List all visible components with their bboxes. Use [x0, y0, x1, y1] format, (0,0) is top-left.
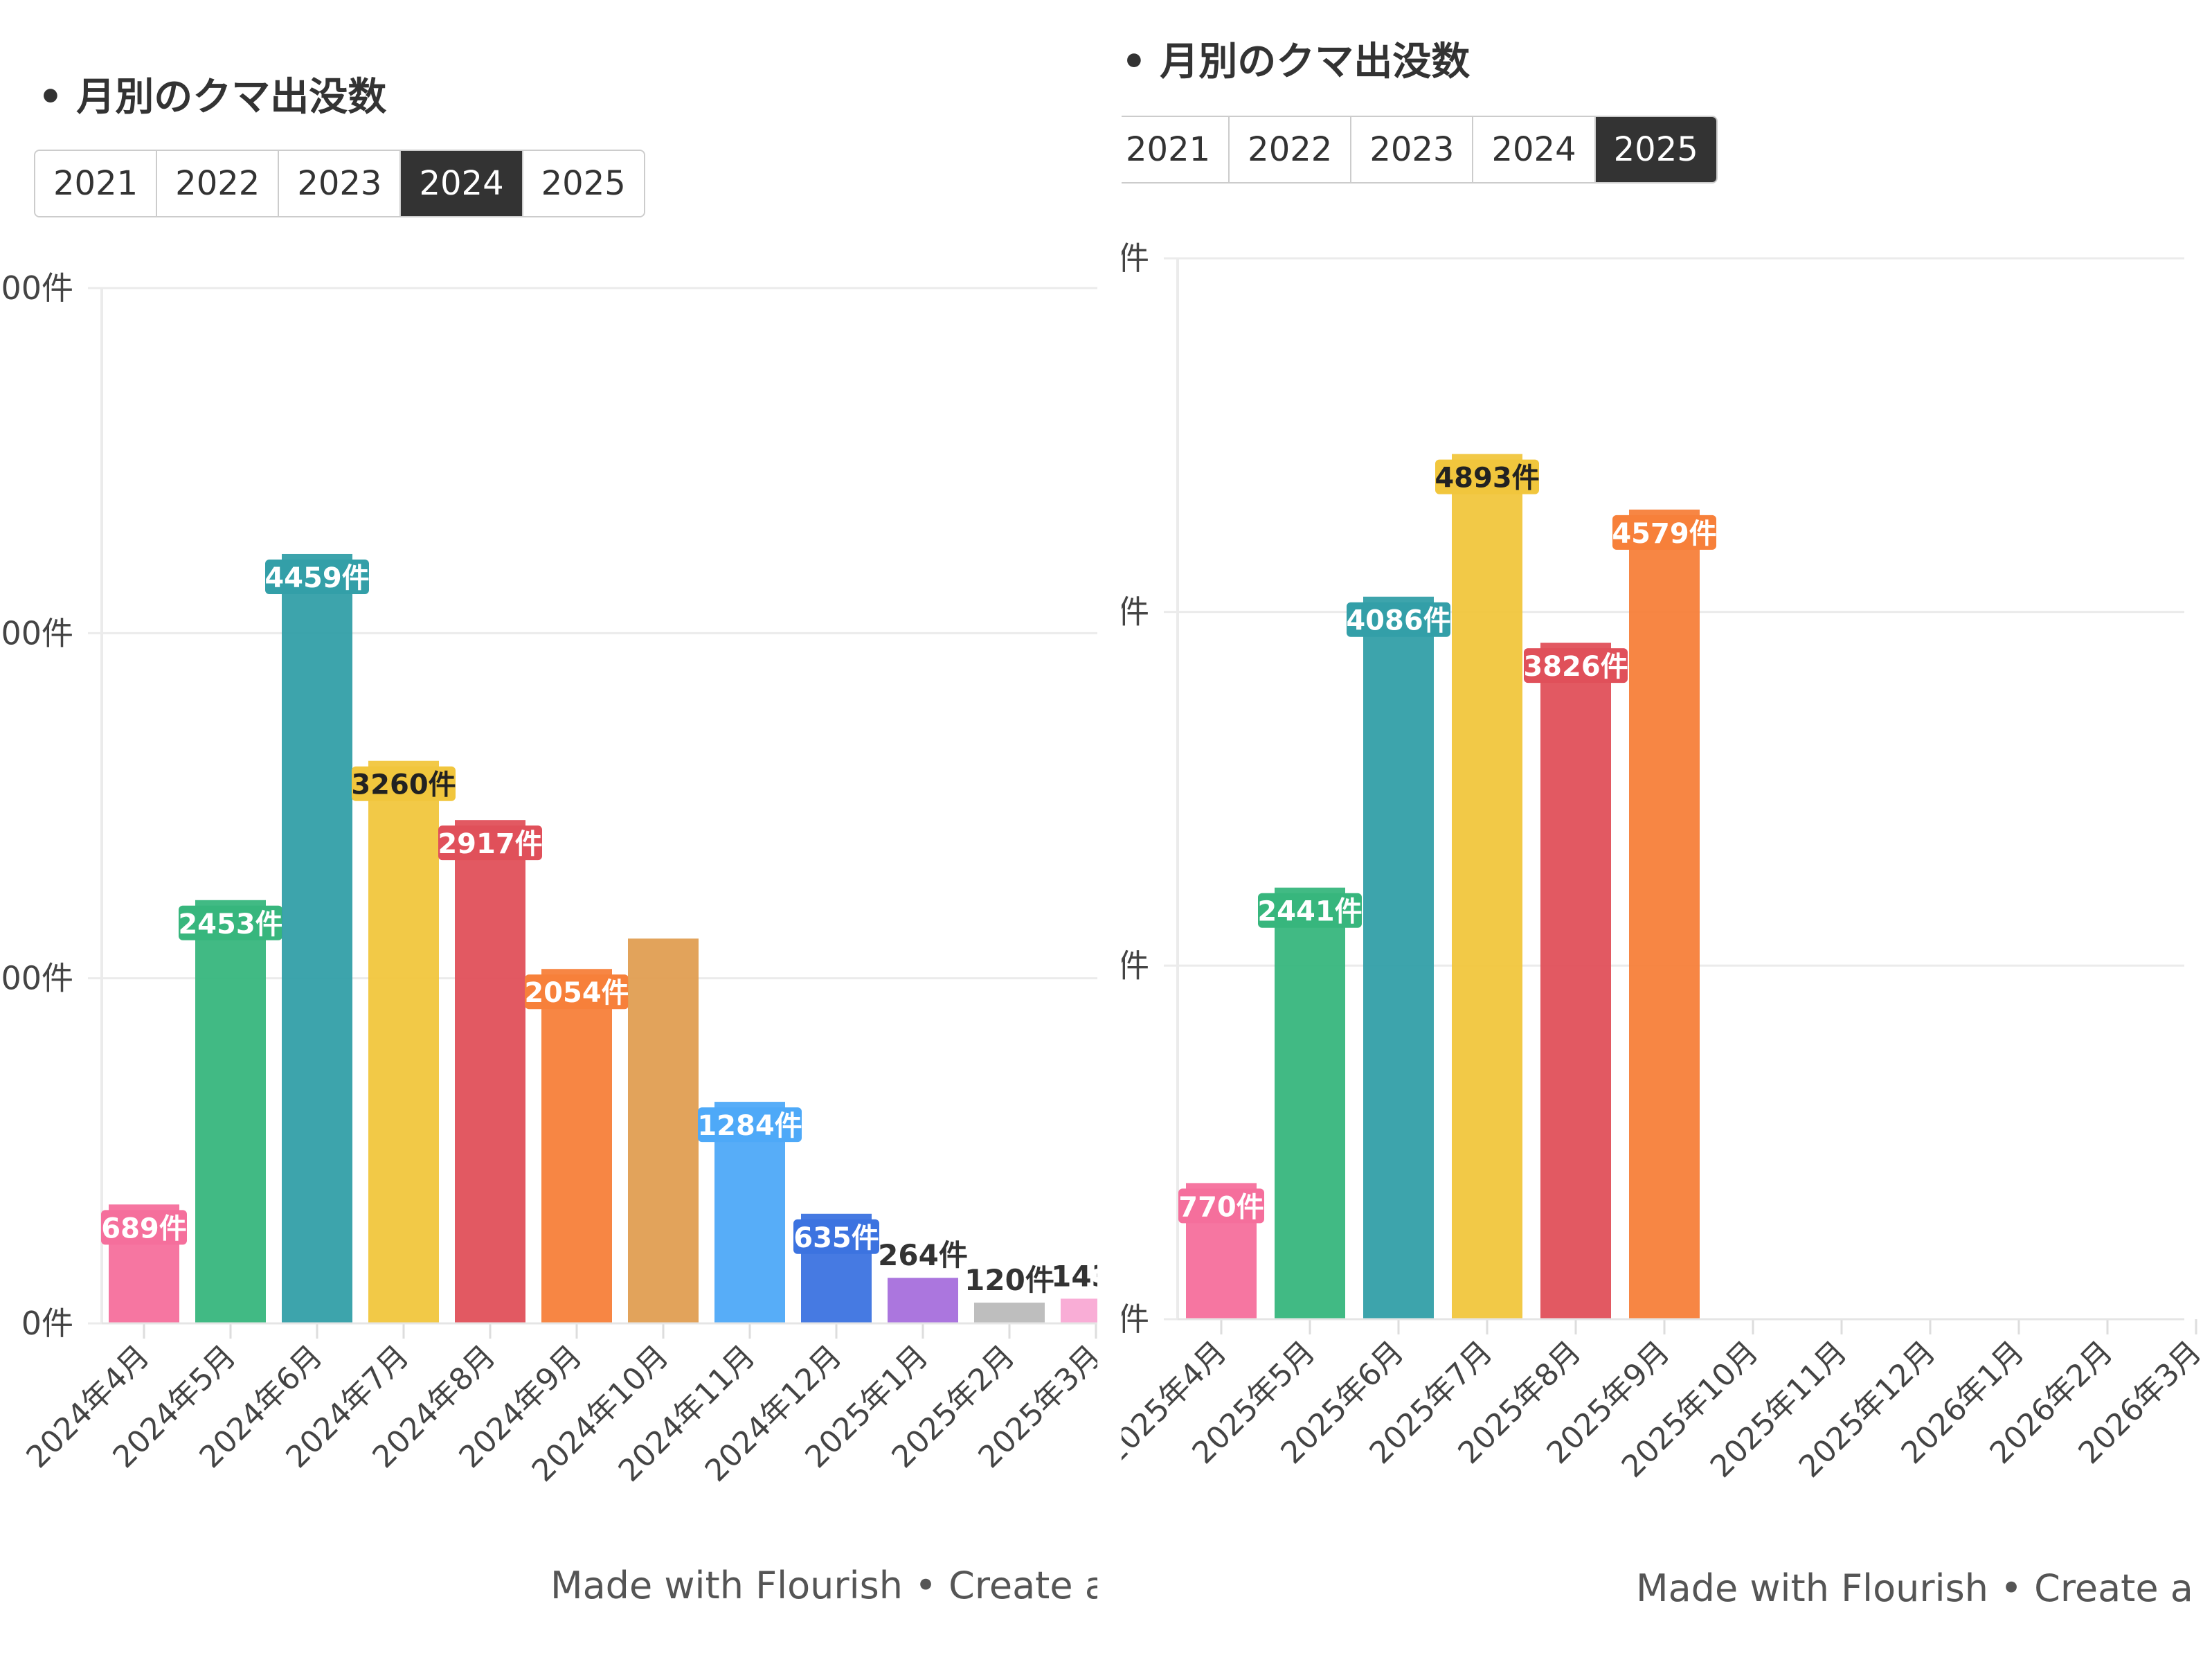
y-tick-label: 4000件 — [0, 614, 73, 652]
data-label: 143件 — [1051, 1259, 1097, 1293]
bar — [1363, 596, 1434, 1319]
y-tick-label: 6000件 — [0, 269, 73, 307]
data-label-background — [1347, 602, 1450, 637]
y-tick-label: 4000件 — [1122, 593, 1149, 631]
data-label: 4579件 — [1612, 518, 1716, 550]
data-label: 4893件 — [1435, 463, 1539, 494]
year-button-2024[interactable]: 2024 — [401, 151, 523, 216]
y-tick-label: 2000件 — [1122, 947, 1149, 984]
data-label-background — [265, 559, 369, 594]
data-label: 1284件 — [697, 1110, 802, 1142]
data-label: 2054件 — [524, 977, 629, 1009]
bar — [1275, 887, 1345, 1319]
bar — [455, 820, 525, 1323]
flourish-footer-link[interactable]: Made with Flourish • Create a c — [550, 1564, 1097, 1607]
data-label: 120件 — [964, 1263, 1054, 1297]
data-label-background — [179, 905, 282, 940]
year-button-2023[interactable]: 2023 — [279, 151, 402, 216]
chart-panel-2024: • 月別のクマ出没数 2021 2022 2023 2024 2025 0件 20… — [0, 0, 1097, 1662]
data-label: 3826件 — [1523, 651, 1628, 683]
data-label-background — [101, 1210, 187, 1245]
year-button-2022[interactable]: 2022 — [1230, 117, 1352, 182]
y-tick-label: 2000件 — [0, 960, 73, 997]
bar — [888, 1278, 958, 1323]
data-label-background — [1612, 515, 1716, 550]
bar — [628, 938, 699, 1323]
y-tick-label: 0件 — [1122, 1301, 1149, 1338]
data-label-background — [1258, 893, 1362, 928]
bar — [1629, 509, 1700, 1320]
data-label: 689件 — [101, 1213, 187, 1244]
flourish-footer-link[interactable]: Made with Flourish • Create a — [1636, 1566, 2193, 1610]
y-tick-label: 0件 — [21, 1305, 73, 1342]
year-button-2021[interactable]: 2021 — [35, 151, 158, 216]
year-button-2025[interactable]: 2025 — [1595, 117, 1716, 182]
data-label-background — [1524, 648, 1628, 683]
data-label-background — [698, 1107, 802, 1143]
data-label-background — [525, 974, 629, 1010]
data-label: 4459件 — [264, 562, 369, 594]
data-label-background — [438, 825, 542, 861]
bar — [541, 969, 612, 1323]
data-label-background — [352, 766, 456, 801]
bar — [1061, 1298, 1097, 1323]
data-label-background — [1178, 1188, 1264, 1224]
year-selector: 2021 2022 2023 2024 2025 — [1122, 116, 1718, 184]
bar — [282, 553, 352, 1323]
bar-chart-2025: 0件2000件4000件6000件2025年4月770件2025年5月2441件… — [1122, 240, 2209, 1485]
y-tick-label: 6000件 — [1122, 240, 1149, 277]
data-label: 3260件 — [351, 769, 456, 801]
year-button-2021[interactable]: 2021 — [1122, 117, 1230, 182]
data-label: 264件 — [878, 1238, 968, 1272]
data-label: 635件 — [793, 1222, 879, 1254]
bar — [1452, 454, 1522, 1319]
data-label-background — [793, 1219, 879, 1254]
data-label: 2917件 — [438, 828, 542, 860]
chart-title: • 月別のクマ出没数 — [38, 75, 387, 120]
data-label: 2441件 — [1257, 896, 1362, 928]
bar — [1540, 643, 1611, 1319]
bar-chart-2024: 0件2000件4000件6000件2024年4月689件2024年5月2453件… — [0, 269, 1097, 1489]
year-selector: 2021 2022 2023 2024 2025 — [34, 150, 645, 217]
year-button-2023[interactable]: 2023 — [1351, 117, 1474, 182]
chart-title: • 月別のクマ出没数 — [1122, 39, 1471, 84]
year-button-2025[interactable]: 2025 — [523, 151, 644, 216]
data-label: 4086件 — [1346, 605, 1450, 637]
year-button-2022[interactable]: 2022 — [157, 151, 280, 216]
year-button-2024[interactable]: 2024 — [1473, 117, 1596, 182]
bar — [368, 760, 439, 1323]
chart-panel-2025: • 月別のクマ出没数 2021 2022 2023 2024 2025 0件 20… — [1122, 0, 2212, 1662]
data-label-background — [1435, 459, 1539, 494]
bar — [974, 1303, 1045, 1323]
bar — [195, 900, 266, 1323]
data-label: 2453件 — [178, 909, 282, 940]
data-label: 770件 — [1178, 1191, 1264, 1223]
